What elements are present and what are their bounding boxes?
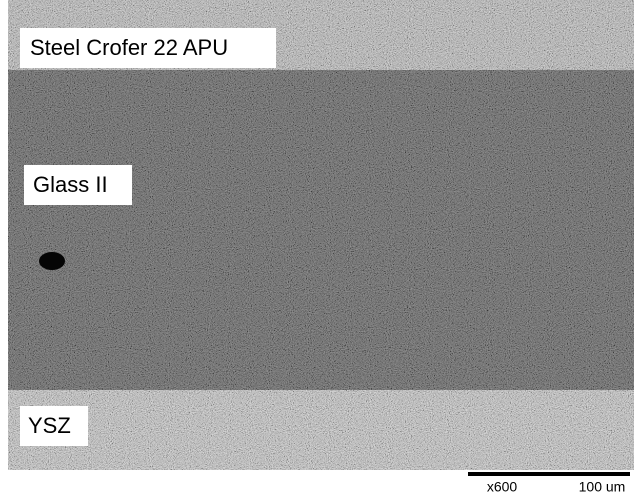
pore	[39, 252, 65, 270]
ysz-label: YSZ	[28, 413, 71, 438]
glass-texture	[8, 70, 634, 390]
ysz-texture	[8, 390, 634, 470]
magnification: x600	[487, 479, 518, 495]
steel-label: Steel Crofer 22 APU	[30, 35, 228, 60]
sem-image: Steel Crofer 22 APU Glass II YSZ x600 10…	[0, 0, 634, 496]
scale-label: 100 um	[579, 479, 626, 495]
glass-label: Glass II	[33, 172, 108, 197]
scale-bar	[468, 472, 630, 476]
